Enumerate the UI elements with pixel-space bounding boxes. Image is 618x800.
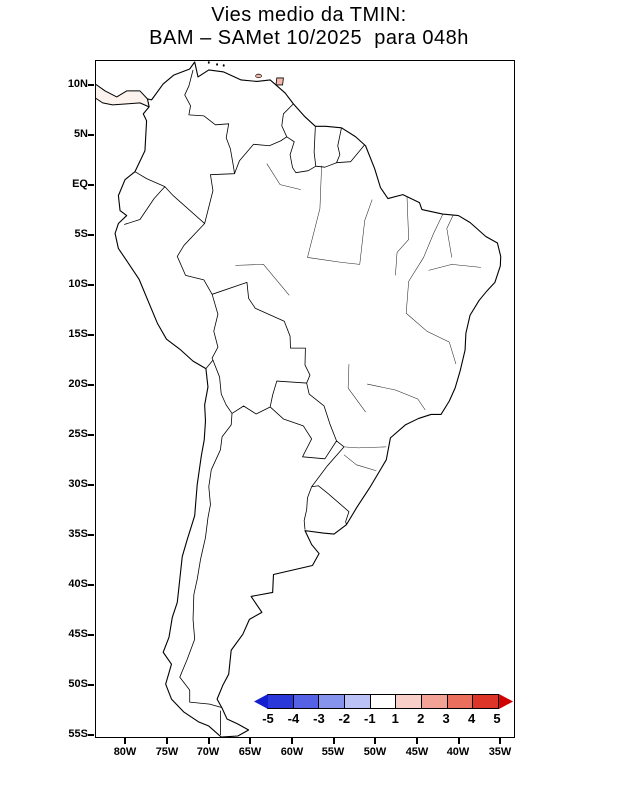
trinidad-island <box>276 78 283 85</box>
colorbar-tick-label: 4 <box>467 711 476 726</box>
lat-tick-label: EQ <box>72 178 88 190</box>
colorbar-segment <box>421 694 448 709</box>
colorbar-left-arrow <box>254 694 268 709</box>
lat-tick-label: 5S <box>74 228 88 240</box>
lon-tick-label: 70W <box>196 746 220 758</box>
lat-tick-label: 55S <box>68 728 88 740</box>
lon-tick-label: 55W <box>321 746 345 758</box>
title-line-2: BAM – SAMet 10/2025 para 048h <box>149 27 469 49</box>
lon-tick-mark <box>499 738 501 744</box>
lat-tick-mark <box>88 734 94 736</box>
lon-tick-mark <box>374 738 376 744</box>
lat-tick-label: 10S <box>68 278 88 290</box>
lon-tick-mark <box>249 738 251 744</box>
map-plot-area: -5 -4 -3 -2 -1 1 2 3 4 5 <box>95 60 515 738</box>
lat-tick-label: 40S <box>68 578 88 590</box>
colorbar-segment <box>472 694 500 709</box>
south-america-map <box>96 61 514 737</box>
margarita-island <box>256 74 262 78</box>
lon-tick-label: 65W <box>238 746 262 758</box>
lon-tick-label: 50W <box>363 746 387 758</box>
colorbar-tick-label: -1 <box>364 711 376 726</box>
lat-tick-label: 30S <box>68 478 88 490</box>
lon-tick-mark <box>291 738 293 744</box>
colorbar-tick-label: 3 <box>442 711 450 726</box>
lon-tick-label: 35W <box>488 746 512 758</box>
lat-tick-mark <box>88 584 94 586</box>
lat-tick-label: 25S <box>68 428 88 440</box>
coastline-path <box>115 62 501 737</box>
lat-tick-label: 5N <box>73 128 88 140</box>
lat-tick-label: 10N <box>67 78 88 90</box>
lat-tick-mark <box>88 484 94 486</box>
colorbar-segment <box>318 694 346 709</box>
lat-tick-mark <box>88 334 94 336</box>
lat-tick-mark <box>88 134 94 136</box>
lon-tick-label: 40W <box>446 746 470 758</box>
lat-tick-label: 35S <box>68 528 88 540</box>
lon-tick-label: 60W <box>280 746 304 758</box>
colorbar-segment <box>267 694 294 709</box>
aruba-island <box>207 61 210 64</box>
country-borders <box>124 70 365 735</box>
colorbar-tick-label: 1 <box>391 711 399 726</box>
lat-tick-mark <box>88 284 94 286</box>
lon-tick-mark <box>208 738 210 744</box>
bonaire-island <box>222 64 225 67</box>
lon-tick-mark <box>124 738 126 744</box>
lat-tick-mark <box>88 84 94 86</box>
colorbar-tick-label: 5 <box>493 711 501 726</box>
lon-tick-mark <box>416 738 418 744</box>
colorbar: -5 -4 -3 -2 -1 1 2 3 4 5 <box>254 694 514 728</box>
colorbar-tick-label: -5 <box>262 711 274 726</box>
lat-tick-mark <box>88 384 94 386</box>
lat-tick-mark <box>88 634 94 636</box>
lat-tick-mark <box>88 534 94 536</box>
colorbar-tick-label: -4 <box>287 711 300 726</box>
lat-tick-label: 15S <box>68 328 88 340</box>
colorbar-tick-label: -2 <box>338 711 351 726</box>
colorbar-right-arrow <box>499 694 514 709</box>
lat-tick-label: 50S <box>68 678 88 690</box>
colorbar-bar <box>254 694 514 709</box>
bias-field <box>96 61 514 737</box>
figure-title: Vies medio da TMIN: BAM – SAMet 10/2025 … <box>0 4 618 50</box>
central-america-path <box>96 84 149 107</box>
colorbar-segment <box>395 694 423 709</box>
lat-tick-label: 20S <box>68 378 88 390</box>
curacao-island <box>216 63 219 66</box>
lon-tick-mark <box>458 738 460 744</box>
lat-tick-label: 45S <box>68 628 88 640</box>
colorbar-segment <box>292 694 320 709</box>
title-line-1: Vies medio da TMIN: <box>211 4 407 26</box>
lat-tick-mark <box>88 234 94 236</box>
colorbar-tick-label: 2 <box>417 711 425 726</box>
lon-tick-label: 80W <box>113 746 137 758</box>
lat-tick-mark <box>88 184 94 186</box>
colorbar-segment <box>344 694 371 709</box>
lat-tick-mark <box>88 684 94 686</box>
colorbar-tick-label: -3 <box>313 711 325 726</box>
lon-tick-mark <box>166 738 168 744</box>
state-borders <box>235 164 480 471</box>
lon-tick-label: 75W <box>155 746 179 758</box>
lat-tick-mark <box>88 434 94 436</box>
lon-tick-mark <box>333 738 335 744</box>
lon-tick-label: 45W <box>405 746 429 758</box>
colorbar-segment <box>446 694 474 709</box>
colorbar-segment <box>369 694 397 709</box>
